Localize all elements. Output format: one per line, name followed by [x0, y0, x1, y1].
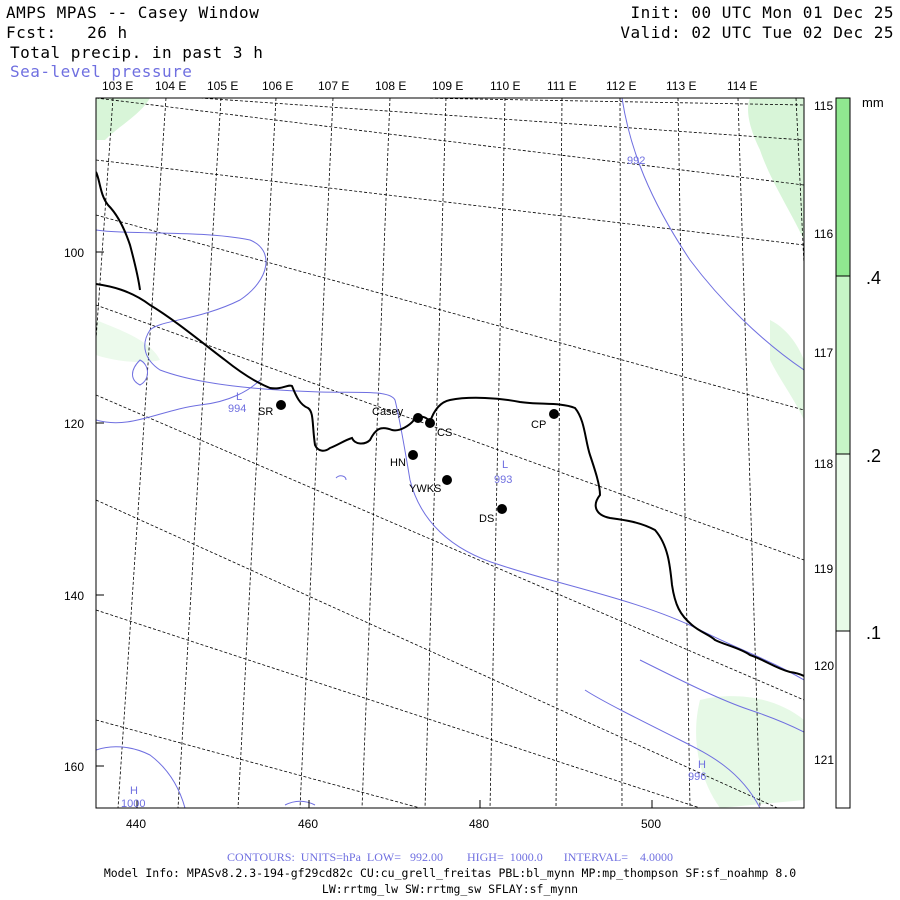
init-time: Init: 00 UTC Mon 01 Dec 25 [630, 3, 894, 22]
slp-contours [96, 98, 804, 808]
lon-label: 114 E [727, 79, 757, 93]
y-tick-label: 120 [64, 417, 84, 431]
colorbar-frame [835, 97, 851, 809]
high-center-label: H [130, 785, 138, 797]
isobar-label: 993 [494, 474, 512, 486]
forecast-hour: Fcst: 26 h [6, 23, 128, 42]
axis-ticks [96, 251, 653, 808]
x-tick-label: 460 [298, 817, 318, 831]
colorbar-bin [836, 98, 850, 276]
low-center-label: L [502, 459, 508, 471]
top-longitude-labels: 103 E 104 E 105 E 106 E 107 E 108 E 109 … [102, 79, 757, 93]
x-tick-label: 500 [641, 817, 661, 831]
lon-label: 108 E [375, 79, 406, 93]
station-label-cp: CP [531, 419, 546, 431]
station-marker [413, 413, 423, 423]
model-info-2: LW:rrtmg_lw SW:rrtmg_sw SFLAY:sf_mynn [321, 882, 579, 896]
isobar-label: 1000 [121, 798, 145, 810]
station-marker [497, 504, 507, 514]
station-marker [549, 409, 559, 419]
station-marker [425, 418, 435, 428]
colorbar-label: .1 [866, 623, 881, 643]
grid-coordinate-labels: 100 120 140 160 440 460 480 500 [64, 246, 661, 831]
y-tick-label: 100 [64, 246, 84, 260]
station-label-casey: Casey [372, 406, 404, 418]
colorbar-unit: mm [862, 95, 884, 110]
isobar-label: 994 [228, 403, 246, 415]
station-marker [442, 475, 452, 485]
station-label-hn: HN [390, 457, 406, 469]
y-tick-label: 160 [64, 760, 84, 774]
colorbar-label: .2 [866, 446, 881, 466]
lon-label: 110 E [490, 79, 520, 93]
station-label-ds: DS [479, 513, 494, 525]
contour-info: CONTOURS: UNITS=hPa LOW= 992.00 HIGH= 10… [227, 850, 673, 864]
lon-label: 105 E [207, 79, 238, 93]
station-marker [276, 400, 286, 410]
isobar-label: 996 [688, 771, 706, 783]
precip-colorbar: mm .4 .2 .1 [835, 95, 884, 809]
lon-label: 107 E [318, 79, 349, 93]
stations [276, 400, 559, 514]
lon-label: 111 E [547, 79, 577, 93]
field-slp-label: Sea-level pressure [10, 62, 193, 81]
station-marker [408, 450, 418, 460]
precip-shading [96, 98, 804, 808]
station-label-sr: SR [258, 406, 273, 418]
lon-label: 113 E [666, 79, 696, 93]
model-info: Model Info: MPASv8.2.3-194-gf29cd82c CU:… [103, 866, 797, 880]
graticule [96, 98, 804, 808]
coastline [96, 171, 804, 677]
valid-time: Valid: 02 UTC Tue 02 Dec 25 [620, 23, 894, 42]
field-precip-label: Total precip. in past 3 h [10, 43, 264, 62]
map-frame [95, 97, 805, 809]
station-labels: SR Casey CS HN YWKS DS CP [258, 406, 546, 525]
isobar-label: 992 [627, 155, 645, 167]
lon-label: 106 E [262, 79, 293, 93]
x-tick-label: 480 [469, 817, 489, 831]
colorbar-bin [836, 631, 850, 808]
lon-label: 104 E [155, 79, 186, 93]
colorbar-bin [836, 276, 850, 454]
colorbar-bin [836, 454, 850, 631]
lon-label: 103 E [102, 79, 133, 93]
low-center-label: L [236, 391, 242, 403]
colorbar-label: .4 [866, 268, 881, 288]
y-tick-label: 140 [64, 589, 84, 603]
app-title: AMPS MPAS -- Casey Window [6, 3, 260, 22]
lon-label: 109 E [432, 79, 463, 93]
station-label-cs: CS [437, 427, 452, 439]
high-center-label: H [698, 759, 706, 771]
lon-label: 112 E [606, 79, 636, 93]
station-label-ywks: YWKS [409, 483, 441, 495]
slp-labels: 992 994 993 996 1000 L L H H [121, 155, 706, 810]
x-tick-label: 440 [126, 817, 146, 831]
